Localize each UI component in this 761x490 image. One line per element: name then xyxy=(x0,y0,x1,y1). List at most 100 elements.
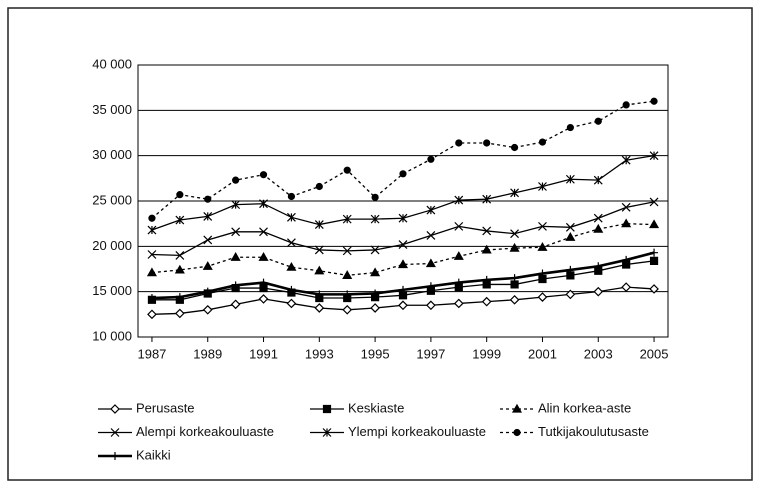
frame xyxy=(7,7,753,481)
point-marker xyxy=(649,284,659,294)
point-marker xyxy=(510,274,519,283)
point-marker xyxy=(259,199,268,209)
point-marker xyxy=(231,200,241,210)
point-marker xyxy=(287,192,296,200)
point-marker xyxy=(566,124,574,132)
point-marker xyxy=(342,214,352,224)
point-marker xyxy=(481,244,492,254)
point-marker xyxy=(398,240,408,249)
point-marker xyxy=(538,221,547,231)
point-marker xyxy=(204,195,212,203)
point-marker xyxy=(230,299,241,310)
point-marker xyxy=(258,252,269,261)
point-marker xyxy=(537,292,548,302)
point-marker xyxy=(482,275,491,284)
point-marker xyxy=(175,293,184,302)
point-marker xyxy=(510,143,519,152)
legend-label: Tutkijakoulutusaste xyxy=(538,424,649,439)
legend-label: Perusaste xyxy=(136,400,195,415)
point-marker xyxy=(286,238,296,248)
point-marker xyxy=(147,294,156,303)
x-tick-label: 2001 xyxy=(528,346,557,361)
point-marker xyxy=(481,296,492,307)
point-marker xyxy=(425,258,436,268)
point-marker xyxy=(538,182,547,191)
point-marker xyxy=(453,251,464,260)
y-tick-label: 15 000 xyxy=(92,283,132,298)
point-marker xyxy=(342,246,352,256)
point-marker xyxy=(399,170,407,178)
point-marker xyxy=(231,227,241,237)
point-marker xyxy=(510,188,520,198)
point-marker xyxy=(538,269,547,278)
y-tick-label: 40 000 xyxy=(92,56,132,71)
x-tick-label: 1991 xyxy=(249,346,278,361)
point-marker xyxy=(397,259,409,269)
legend-label: Keskiaste xyxy=(348,400,404,415)
point-marker xyxy=(426,205,436,215)
y-tick-label: 20 000 xyxy=(92,238,132,253)
point-marker xyxy=(566,271,575,280)
point-marker xyxy=(649,151,659,161)
point-marker xyxy=(175,215,185,225)
point-marker xyxy=(175,250,185,260)
point-marker xyxy=(314,220,324,229)
point-marker xyxy=(509,294,520,305)
point-marker xyxy=(370,214,380,224)
point-marker xyxy=(259,283,268,293)
point-marker xyxy=(621,202,631,212)
point-marker xyxy=(483,139,491,147)
x-tick-label: 2005 xyxy=(640,346,669,361)
point-marker xyxy=(146,267,157,277)
legend-marker xyxy=(511,403,523,413)
point-marker xyxy=(593,175,603,185)
legend-marker xyxy=(111,452,119,460)
y-tick-label: 10 000 xyxy=(92,328,132,343)
y-tick-label: 30 000 xyxy=(92,147,132,162)
point-marker xyxy=(565,222,575,232)
x-tick-label: 1999 xyxy=(472,346,501,361)
point-marker xyxy=(286,261,297,271)
point-marker xyxy=(370,245,380,255)
x-tick-label: 1989 xyxy=(193,346,222,361)
series-line xyxy=(151,201,655,257)
point-marker xyxy=(203,235,213,245)
point-marker xyxy=(538,138,547,146)
x-tick-label: 1993 xyxy=(305,346,334,361)
legend-marker xyxy=(513,428,521,437)
point-marker xyxy=(593,286,604,297)
point-marker xyxy=(398,213,408,223)
point-marker xyxy=(258,294,269,304)
point-marker xyxy=(399,285,407,294)
point-marker xyxy=(482,194,492,204)
point-marker xyxy=(426,300,436,311)
point-marker xyxy=(371,193,379,201)
point-marker xyxy=(537,242,548,251)
point-marker xyxy=(649,219,660,229)
legend-label: Ylempi korkeakouluaste xyxy=(348,424,486,439)
point-marker xyxy=(370,303,380,313)
point-marker xyxy=(621,218,632,228)
point-marker xyxy=(398,300,408,311)
point-marker xyxy=(622,101,630,109)
point-marker xyxy=(314,265,325,275)
point-marker xyxy=(370,267,381,277)
point-marker xyxy=(315,290,324,299)
point-marker xyxy=(622,255,631,264)
point-marker xyxy=(315,182,323,191)
point-marker xyxy=(147,225,157,235)
point-marker xyxy=(147,309,157,320)
point-marker xyxy=(259,171,268,179)
point-marker xyxy=(230,252,241,261)
point-marker xyxy=(148,214,156,222)
point-marker xyxy=(286,298,297,309)
point-marker xyxy=(649,197,659,207)
point-marker xyxy=(202,261,213,270)
point-marker xyxy=(314,303,325,313)
point-marker xyxy=(202,304,213,315)
point-marker xyxy=(203,287,212,296)
point-marker xyxy=(538,274,547,284)
point-marker xyxy=(342,304,353,315)
point-marker xyxy=(231,281,240,290)
